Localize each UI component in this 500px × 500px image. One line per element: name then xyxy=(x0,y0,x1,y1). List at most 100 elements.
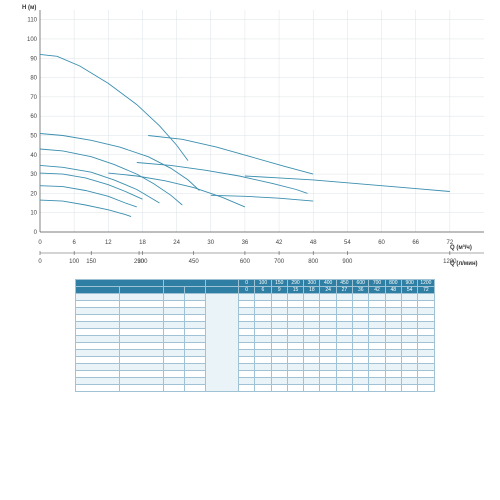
power-kw-cell xyxy=(163,321,185,329)
series-line-1 xyxy=(148,135,314,175)
head-value-cell xyxy=(303,363,321,371)
x-tick-label-m3h: 6 xyxy=(72,240,76,246)
model-three-cell xyxy=(119,370,164,378)
model-three-cell xyxy=(119,356,164,364)
head-label-cell xyxy=(205,293,239,392)
head-value-cell xyxy=(254,363,272,371)
head-value-cell xyxy=(303,335,321,343)
head-value-cell xyxy=(335,377,354,385)
head-value-cell xyxy=(254,314,272,322)
head-value-cell xyxy=(335,370,354,378)
head-value-cell xyxy=(400,328,419,336)
head-value-cell xyxy=(270,314,288,322)
head-value-cell xyxy=(417,349,435,357)
x-tick-label-m3h: 66 xyxy=(412,240,419,246)
y-tick-label: 70 xyxy=(30,95,37,101)
head-value-cell xyxy=(368,314,386,322)
table-row xyxy=(75,342,435,350)
pump-curve-chart: 0 10 20 30 40 50 60 70 80 90 100 110 0 6 12 18 24 30 36 42 4… xyxy=(22,5,484,267)
head-value-cell xyxy=(286,300,305,308)
head-value-cell xyxy=(319,377,337,385)
power-kw-cell xyxy=(163,349,185,357)
header-power xyxy=(163,279,206,287)
head-value-cell xyxy=(286,370,305,378)
head-value-cell xyxy=(270,307,288,315)
series-line-5 xyxy=(39,164,160,204)
series-line-9 xyxy=(39,185,137,208)
head-value-cell xyxy=(384,328,402,336)
head-value-cell xyxy=(319,384,337,392)
q-lmin-9: 800 xyxy=(384,279,402,287)
y-tick-label: 110 xyxy=(27,18,37,24)
power-hp-cell xyxy=(184,321,206,329)
head-value-cell xyxy=(368,307,386,315)
head-value-cell xyxy=(286,307,305,315)
head-value-cell xyxy=(286,293,305,301)
head-value-cell xyxy=(270,384,288,392)
head-value-cell xyxy=(352,321,370,329)
table-row xyxy=(75,300,435,308)
head-value-cell xyxy=(368,356,386,364)
y-tick-label: 30 xyxy=(30,172,37,178)
head-value-cell xyxy=(319,370,337,378)
head-value-cell xyxy=(368,328,386,336)
head-value-cell xyxy=(303,300,321,308)
x-tick-label-m3h: 0 xyxy=(38,240,42,246)
head-value-cell xyxy=(417,293,435,301)
head-value-cell xyxy=(368,342,386,350)
series-line-10 xyxy=(210,194,314,202)
head-value-cell xyxy=(335,349,354,357)
x-tick-label-m3h: 42 xyxy=(276,240,283,246)
head-value-cell xyxy=(400,377,419,385)
y-tick-label: 60 xyxy=(30,114,37,120)
x-tick-label-lmin: 600 xyxy=(240,259,251,265)
head-value-cell xyxy=(335,356,354,364)
head-value-cell xyxy=(417,335,435,343)
y-tick-label: 50 xyxy=(30,133,37,139)
model-three-cell xyxy=(119,363,164,371)
head-value-cell xyxy=(319,335,337,343)
head-value-cell xyxy=(270,370,288,378)
head-value-cell xyxy=(384,384,402,392)
head-value-cell xyxy=(400,300,419,308)
head-value-cell xyxy=(254,349,272,357)
q-m3h-3: 15 xyxy=(286,286,305,294)
head-value-cell xyxy=(384,321,402,329)
header-three-phase xyxy=(119,286,164,294)
y-tick-label: 80 xyxy=(30,76,37,82)
y-tick-label: 20 xyxy=(30,191,37,197)
chart-grid xyxy=(39,10,484,233)
power-kw-cell xyxy=(163,300,185,308)
head-value-cell xyxy=(352,335,370,343)
head-value-cell xyxy=(400,384,419,392)
x-tick-label-m3h: 12 xyxy=(105,240,112,246)
head-value-cell xyxy=(303,342,321,350)
chart-curves xyxy=(39,53,450,218)
head-value-cell xyxy=(270,328,288,336)
head-value-cell xyxy=(352,328,370,336)
q-m3h-4: 18 xyxy=(303,286,321,294)
head-value-cell xyxy=(352,349,370,357)
head-value-cell xyxy=(400,363,419,371)
table-row xyxy=(75,293,435,392)
head-value-cell xyxy=(237,293,256,301)
x-tick-label-lmin: 300 xyxy=(137,259,148,265)
head-value-cell xyxy=(303,307,321,315)
head-value-cell xyxy=(368,293,386,301)
head-value-cell xyxy=(352,384,370,392)
series-line-4 xyxy=(39,148,183,206)
power-kw-cell xyxy=(163,335,185,343)
head-value-cell xyxy=(254,356,272,364)
model-single-cell xyxy=(75,363,120,371)
x-tick-label-m3h: 60 xyxy=(378,240,385,246)
model-three-cell xyxy=(119,293,164,301)
model-three-cell xyxy=(119,342,164,350)
head-value-cell xyxy=(303,384,321,392)
head-value-cell xyxy=(400,370,419,378)
q-lmin-4: 300 xyxy=(303,279,321,287)
head-value-cell xyxy=(237,370,256,378)
q-m3h-1: 6 xyxy=(254,286,272,294)
q-m3h-5: 24 xyxy=(319,286,337,294)
head-value-cell xyxy=(400,314,419,322)
power-hp-cell xyxy=(184,328,206,336)
